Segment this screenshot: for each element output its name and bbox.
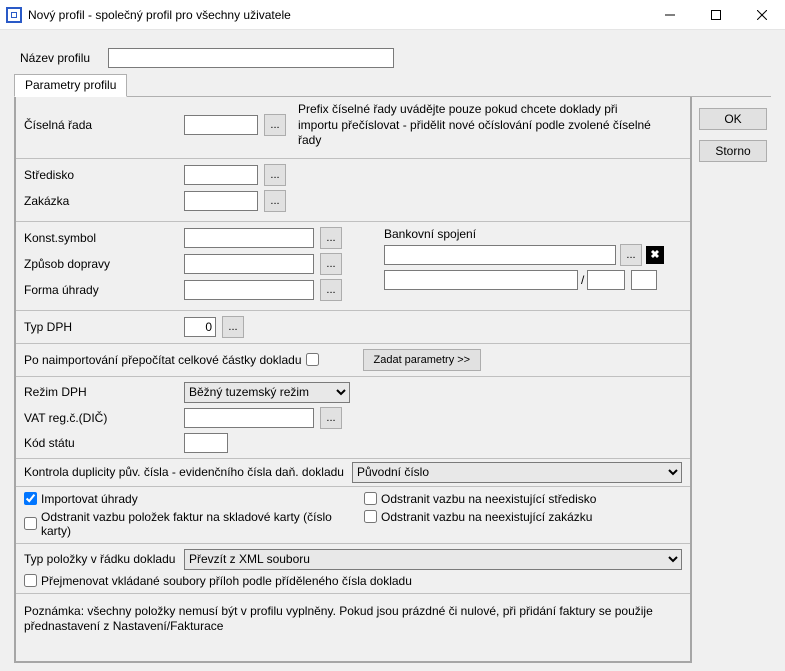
bank-spojeni-clear-icon[interactable]: ✖ xyxy=(646,246,664,264)
forma-uhrady-lookup-button[interactable]: ... xyxy=(320,279,342,301)
ciselna-rada-input[interactable] xyxy=(184,115,258,135)
odstr-vazbu-pol-label[interactable]: Odstranit vazbu položek faktur na sklado… xyxy=(24,510,364,538)
maximize-button[interactable] xyxy=(693,0,739,30)
close-button[interactable] xyxy=(739,0,785,30)
label-stredisko: Středisko xyxy=(24,168,184,182)
odstr-stredisko-label[interactable]: Odstranit vazbu na neexistující středisk… xyxy=(364,492,596,506)
label-bank-spojeni: Bankovní spojení xyxy=(384,227,682,241)
konst-symbol-lookup-button[interactable]: ... xyxy=(320,227,342,249)
duplicita-select[interactable]: Původní číslo xyxy=(352,462,682,483)
label-forma-uhrady: Forma úhrady xyxy=(24,283,184,297)
label-zpusob-dopravy: Způsob dopravy xyxy=(24,257,184,271)
label-zakazka: Zakázka xyxy=(24,194,184,208)
prepocitat-label[interactable]: Po naimportování přepočítat celkové část… xyxy=(24,353,323,367)
bank-spojeni-lookup-button[interactable]: ... xyxy=(620,244,642,266)
zakazka-lookup-button[interactable]: ... xyxy=(264,190,286,212)
prejmenovat-checkbox[interactable] xyxy=(24,574,37,587)
stredisko-lookup-button[interactable]: ... xyxy=(264,164,286,186)
prejmenovat-label[interactable]: Přejmenovat vkládané soubory příloh podl… xyxy=(24,574,412,588)
label-nazev-profilu: Název profilu xyxy=(20,51,108,65)
vat-reg-lookup-button[interactable]: ... xyxy=(320,407,342,429)
tab-parametry[interactable]: Parametry profilu xyxy=(14,74,127,97)
label-kontrola-duplicity: Kontrola duplicity pův. čísla - evidenčn… xyxy=(24,465,344,479)
label-konst-symbol: Konst.symbol xyxy=(24,231,184,245)
odstr-zakazku-checkbox[interactable] xyxy=(364,510,377,523)
tab-strip: Parametry profilu xyxy=(14,74,771,97)
prepocitat-checkbox[interactable] xyxy=(306,353,319,366)
forma-uhrady-input[interactable] xyxy=(184,280,314,300)
bank-ucet-input[interactable] xyxy=(384,270,578,290)
ok-button[interactable]: OK xyxy=(699,108,767,130)
app-icon xyxy=(6,7,22,23)
nazev-profilu-input[interactable] xyxy=(108,48,394,68)
stredisko-input[interactable] xyxy=(184,165,258,185)
import-uhrady-checkbox[interactable] xyxy=(24,492,37,505)
bank-extra-input[interactable] xyxy=(631,270,657,290)
typ-dph-input[interactable] xyxy=(184,317,216,337)
odstr-vazbu-pol-checkbox[interactable] xyxy=(24,517,37,530)
zpusob-dopravy-lookup-button[interactable]: ... xyxy=(320,253,342,275)
label-typ-polozky: Typ položky v řádku dokladu xyxy=(24,552,184,566)
zpusob-dopravy-input[interactable] xyxy=(184,254,314,274)
ciselna-rada-lookup-button[interactable]: ... xyxy=(264,114,286,136)
vat-reg-input[interactable] xyxy=(184,408,314,428)
zakazka-input[interactable] xyxy=(184,191,258,211)
label-kod-statu: Kód státu xyxy=(24,436,184,450)
label-typ-dph: Typ DPH xyxy=(24,320,184,334)
label-ciselna-rada: Číselná řada xyxy=(24,118,184,132)
typ-dph-lookup-button[interactable]: ... xyxy=(222,316,244,338)
label-vat-reg: VAT reg.č.(DIČ) xyxy=(24,411,184,425)
import-uhrady-label[interactable]: Importovat úhrady xyxy=(24,492,138,506)
poznamka-text: Poznámka: všechny položky nemusí být v p… xyxy=(24,604,653,634)
odstr-stredisko-checkbox[interactable] xyxy=(364,492,377,505)
kod-statu-input[interactable] xyxy=(184,433,228,453)
rezim-dph-select[interactable]: Běžný tuzemský režim xyxy=(184,382,350,403)
bank-kod-input[interactable] xyxy=(587,270,625,290)
typ-polozky-select[interactable]: Převzít z XML souboru xyxy=(184,549,682,570)
storno-button[interactable]: Storno xyxy=(699,140,767,162)
slash-separator: / xyxy=(578,273,587,287)
minimize-button[interactable] xyxy=(647,0,693,30)
window-title: Nový profil - společný profil pro všechn… xyxy=(28,8,291,22)
odstr-zakazku-label[interactable]: Odstranit vazbu na neexistující zakázku xyxy=(364,510,592,524)
titlebar: Nový profil - společný profil pro všechn… xyxy=(0,0,785,30)
label-rezim-dph: Režim DPH xyxy=(24,385,184,399)
help-prefix: Prefix číselné řady uvádějte pouze pokud… xyxy=(298,102,658,149)
konst-symbol-input[interactable] xyxy=(184,228,314,248)
zadat-parametry-button[interactable]: Zadat parametry >> xyxy=(363,349,482,371)
bank-spojeni-input[interactable] xyxy=(384,245,616,265)
